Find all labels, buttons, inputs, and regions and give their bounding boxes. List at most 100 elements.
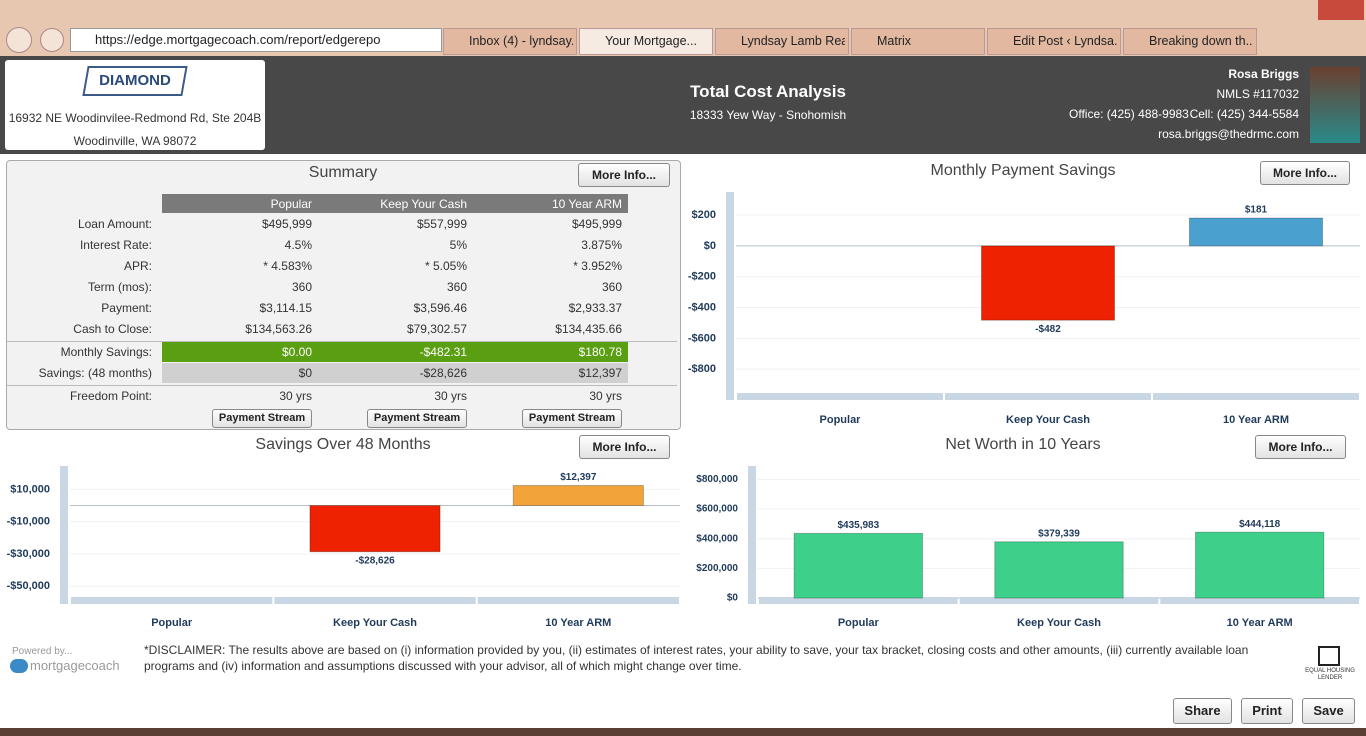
tab-label: Matrix [877,34,912,48]
report-subtitle: 18333 Yew Way - Snohomish [689,108,847,122]
more-info-button[interactable]: More Info... [1255,435,1346,459]
cell: 30 yrs [589,389,622,403]
brand-icon [10,659,28,673]
more-info-button[interactable]: More Info... [578,163,670,187]
cell: $134,563.26 [245,322,312,336]
tab-label: Inbox (4) - lyndsay... [469,34,573,48]
row-label: Freedom Point: [69,389,152,403]
bar [793,532,924,599]
y-tick-label: -$200 [688,271,716,283]
tab-label: Breaking down th... [1149,34,1253,48]
x-tick-label: Popular [151,617,193,629]
taskbar [0,728,1366,736]
agent-office: Office: (425) 488-9983 [1069,107,1189,121]
cell: $0 [298,366,312,380]
agent-nmls: NMLS #117032 [1216,87,1300,101]
housing-icon [1318,646,1340,666]
floor-band [1160,597,1359,604]
cell: $134,435.66 [555,322,622,336]
forward-button[interactable] [40,28,64,52]
y-tick-label: $0 [704,240,716,252]
tab[interactable] [987,28,1121,55]
y-tick-label: $800,000 [696,474,738,485]
y-tick-label: -$50,000 [7,580,50,592]
bar [994,541,1124,599]
tab[interactable] [715,28,849,55]
row-label: Monthly Savings: [60,345,152,359]
bar [980,245,1116,321]
x-tick-label: Keep Your Cash [1017,617,1101,629]
value-label: $444,118 [1239,519,1281,530]
cell: $495,999 [571,217,622,231]
separator [7,385,677,386]
cell: 5% [449,238,467,252]
agent-cell: Cell: (425) 344-5584 [1189,107,1299,121]
housing-label: EQUAL HOUSING LENDER [1305,668,1355,681]
floor-band [959,597,1159,604]
cell: * 4.583% [263,259,312,273]
bar [309,505,441,553]
footer-button[interactable]: Save [1302,698,1355,724]
back-button[interactable] [6,27,32,53]
y-tick-label: $200 [692,209,716,221]
powered-by-label: Powered by... [12,646,73,657]
footer-button[interactable]: Print [1241,698,1293,724]
cell: $495,999 [261,217,312,231]
cell: * 3.952% [573,259,622,273]
powered-by: Powered by... mortgagecoach [0,640,140,680]
y-axis-band [748,466,756,604]
address-bar[interactable]: https://edge.mortgagecoach.com/report/ed… [70,28,442,52]
tab[interactable] [579,28,713,55]
more-info-button[interactable]: More Info... [1260,161,1350,185]
footer-button[interactable]: Share [1173,698,1232,724]
value-label: $379,339 [1038,528,1080,539]
x-tick-label: 10 Year ARM [1223,414,1289,426]
payment-stream-button[interactable]: Payment Stream [367,409,467,428]
cell: 360 [291,280,312,294]
tab-label: Your Mortgage... [605,34,697,48]
value-label: $181 [1245,205,1268,216]
cell: 4.5% [284,238,312,252]
header: DIAMOND 16932 NE Woodinvilee-Redmond Rd,… [0,56,1366,154]
chart-title: Monthly Payment Savings [931,162,1116,179]
cell: $0.00 [281,345,312,359]
row-label: Savings: (48 months) [38,366,152,380]
payment-stream-button[interactable]: Payment Stream [522,409,622,428]
brand-name: mortgagecoach [30,658,120,673]
y-tick-label: -$800 [688,363,716,375]
window-controls [1248,0,1366,22]
chart-title: Net Worth in 10 Years [945,436,1100,453]
logo-box: DIAMOND 16932 NE Woodinvilee-Redmond Rd,… [5,60,265,150]
tab-label: Lyndsay Lamb Rea... [741,34,845,48]
y-tick-label: -$600 [688,332,716,344]
address-line: 16932 NE Woodinvilee-Redmond Rd, Ste 204… [8,111,262,125]
more-info-button[interactable]: More Info... [579,435,670,459]
row-label: APR: [123,259,152,273]
cell: $2,933.37 [568,301,622,315]
agent-email: rosa.briggs@thedrmc.com [1158,127,1299,141]
payment-stream-button[interactable]: Payment Stream [212,409,312,428]
tab[interactable] [443,28,577,55]
row-label: Payment: [101,301,152,315]
row-label: Loan Amount: [77,217,152,231]
tab[interactable] [851,28,985,55]
url: https://edge.mortgagecoach.com/report/ed… [95,32,381,47]
column-header: Keep Your Cash [380,197,467,211]
cell: 30 yrs [279,389,312,403]
x-tick-label: Popular [838,617,880,629]
row-highlight [162,342,628,362]
close-button[interactable] [1318,0,1364,20]
floor-band [737,393,943,400]
cell: $79,302.57 [406,322,467,336]
address-line: Woodinville, WA 98072 [73,134,197,148]
row-highlight [162,363,628,383]
cell: $12,397 [578,366,622,380]
y-tick-label: $200,000 [696,563,738,574]
floor-band [71,597,273,604]
floor-band [477,597,679,604]
bar [512,485,644,507]
cell: $557,999 [416,217,467,231]
tab[interactable] [1123,28,1257,55]
value-label: $435,983 [837,520,879,531]
